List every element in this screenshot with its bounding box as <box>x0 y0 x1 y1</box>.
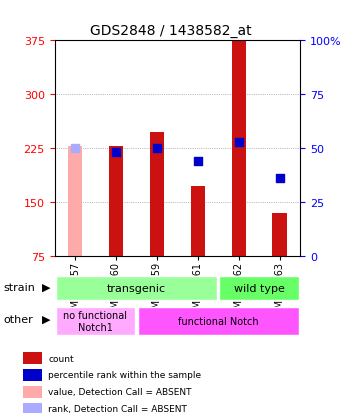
Text: rank, Detection Call = ABSENT: rank, Detection Call = ABSENT <box>48 404 187 413</box>
Point <box>154 145 160 152</box>
Bar <box>23 386 42 398</box>
FancyBboxPatch shape <box>56 276 217 300</box>
Bar <box>68 147 82 256</box>
Point <box>72 145 78 152</box>
Point <box>277 176 282 182</box>
FancyBboxPatch shape <box>138 307 299 335</box>
Text: value, Detection Call = ABSENT: value, Detection Call = ABSENT <box>48 387 192 396</box>
Bar <box>191 187 205 256</box>
Text: other: other <box>3 314 33 324</box>
Text: no functional
Notch1: no functional Notch1 <box>63 310 128 332</box>
Point <box>195 158 201 165</box>
Text: transgenic: transgenic <box>107 283 166 293</box>
Bar <box>23 370 42 381</box>
Text: count: count <box>48 354 74 363</box>
Text: ▶: ▶ <box>42 282 50 292</box>
Text: functional Notch: functional Notch <box>178 316 258 326</box>
Text: strain: strain <box>3 282 35 292</box>
Text: percentile rank within the sample: percentile rank within the sample <box>48 370 202 380</box>
Bar <box>23 403 42 413</box>
Bar <box>232 41 246 256</box>
FancyBboxPatch shape <box>220 276 299 300</box>
Bar <box>23 353 42 364</box>
FancyBboxPatch shape <box>56 307 135 335</box>
Point <box>236 139 241 145</box>
Text: ▶: ▶ <box>42 314 50 324</box>
Bar <box>272 213 287 256</box>
Bar <box>150 132 164 256</box>
Text: GDS2848 / 1438582_at: GDS2848 / 1438582_at <box>90 24 251 38</box>
Point <box>113 150 119 156</box>
Text: wild type: wild type <box>234 283 285 293</box>
Bar <box>109 147 123 256</box>
